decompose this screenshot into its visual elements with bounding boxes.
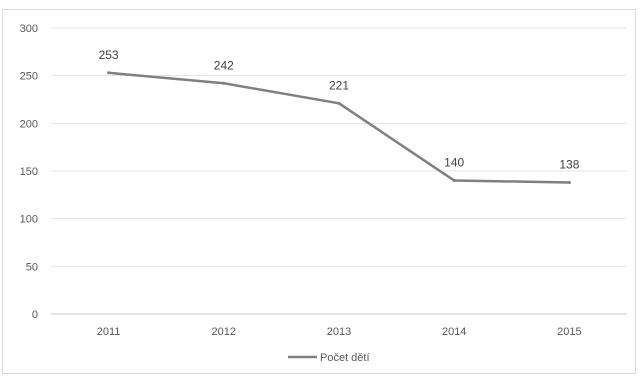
y-tick-label: 300	[20, 23, 38, 35]
x-tick-label: 2014	[442, 326, 466, 338]
y-tick-label: 250	[20, 71, 38, 83]
x-tick-label: 2011	[97, 326, 121, 338]
y-tick-label: 150	[20, 166, 38, 178]
x-tick-label: 2013	[327, 326, 351, 338]
x-tick-label: 2015	[557, 326, 581, 338]
gridlines	[51, 27, 627, 315]
data-label: 242	[214, 58, 234, 72]
data-label: 140	[444, 156, 464, 170]
data-labels: 253 242 221 140 138	[99, 48, 580, 172]
data-label: 221	[329, 78, 349, 92]
data-label: 253	[99, 48, 119, 62]
y-axis: 0 50 100 150 200 250 300	[20, 23, 38, 321]
chart-area	[2, 9, 636, 374]
data-label: 138	[559, 157, 579, 171]
data-point	[337, 101, 341, 105]
y-tick-label: 200	[20, 118, 38, 130]
x-tick-label: 2012	[212, 326, 236, 338]
y-tick-label: 50	[26, 261, 38, 273]
data-point	[567, 180, 571, 184]
legend-label-series-0: Počet dětí	[320, 352, 370, 364]
series-group	[107, 71, 571, 184]
y-tick-label: 0	[32, 309, 38, 321]
data-point	[452, 179, 456, 183]
legend: Počet dětí	[288, 352, 370, 364]
y-tick-label: 100	[20, 214, 38, 226]
x-axis: 2011 2012 2013 2014 2015	[97, 326, 582, 338]
data-point	[107, 71, 111, 75]
data-point	[222, 81, 226, 85]
